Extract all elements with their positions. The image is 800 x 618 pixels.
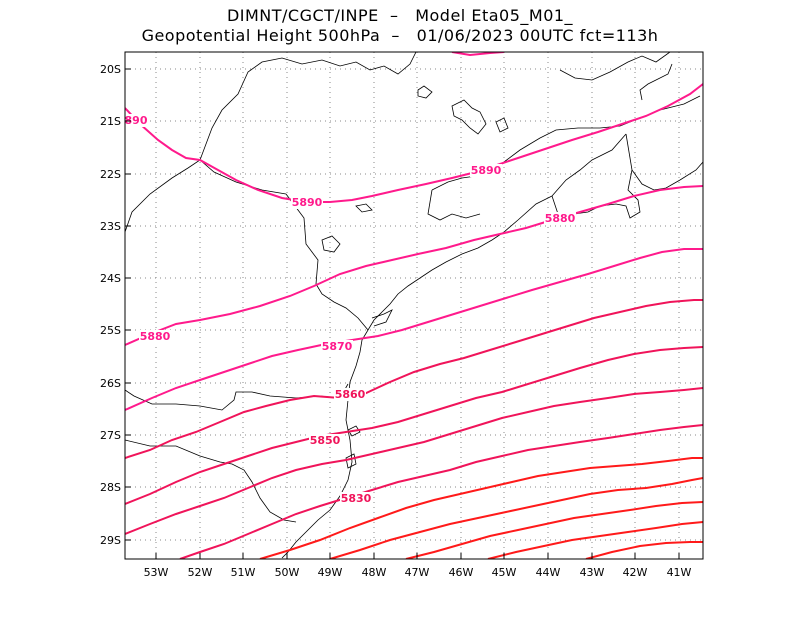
contour-label: 5880: [140, 330, 171, 343]
contour-line: [125, 346, 703, 505]
map-frame: [124, 51, 704, 560]
lat-label: 21S: [100, 115, 121, 128]
lon-label: 49W: [318, 566, 343, 579]
contour-label-bg: [340, 492, 372, 505]
contour-label: 5890: [471, 164, 502, 177]
contour-line: [125, 387, 703, 535]
contour-label-bg: [309, 434, 341, 447]
contour-label: 5880: [545, 212, 576, 225]
contour-label-bg: [334, 388, 366, 401]
contour-label: 5870: [322, 340, 353, 353]
lat-label: 29S: [100, 534, 121, 547]
contour-label-bg: [321, 340, 353, 353]
contour-line: [329, 477, 703, 559]
lon-label: 47W: [405, 566, 430, 579]
contour-line: [125, 248, 703, 411]
lon-label: 43W: [580, 566, 605, 579]
lon-label: 46W: [449, 566, 474, 579]
contour-label: 5830: [341, 492, 372, 505]
lon-label: 44W: [536, 566, 561, 579]
height-contours: [125, 52, 703, 559]
longitude-labels: 53W 52W 51W 50W 49W 48W 47W 46W 45W 44W …: [144, 566, 692, 579]
lat-label: 27S: [100, 429, 121, 442]
contour-line: [405, 501, 703, 559]
contour-label: 5860: [335, 388, 366, 401]
lon-label: 51W: [231, 566, 256, 579]
lat-label: 23S: [100, 220, 121, 233]
contour-label-bg: [125, 114, 149, 127]
lon-label: 52W: [188, 566, 213, 579]
lat-label: 20S: [100, 63, 121, 76]
lon-label: 50W: [275, 566, 300, 579]
contour-label-bg: [544, 212, 576, 225]
lat-label: 28S: [100, 481, 121, 494]
contour-line: [585, 541, 703, 559]
contour-line: [259, 457, 703, 559]
contour-label-bg: [470, 164, 502, 177]
map-title-line-1: DIMNT/CGCT/INPE – Model Eta05_M01_: [226, 6, 574, 25]
contour-line: [125, 299, 703, 459]
contour-line: [179, 424, 703, 559]
latitude-labels: 20S 21S 22S 23S 24S 25S 26S 27S 28S 29S: [100, 63, 121, 547]
map-title-line-2: Geopotential Height 500hPa – 01/06/2023 …: [141, 26, 659, 45]
contour-label: 5890: [292, 196, 323, 209]
lat-label: 22S: [100, 168, 121, 181]
lat-label: 24S: [100, 272, 121, 285]
lat-label: 25S: [100, 324, 121, 337]
tick-marks: [125, 68, 680, 559]
lon-label: 53W: [144, 566, 169, 579]
lon-label: 41W: [667, 566, 692, 579]
contour-labels: 890 5890 5890 5880 5880 5870 5860 5850 5830: [125, 114, 576, 505]
lon-label: 48W: [362, 566, 387, 579]
contour-label: 5850: [310, 434, 341, 447]
contour-label-bg: [291, 196, 323, 209]
contour-line: [487, 521, 703, 559]
contour-line: [125, 185, 703, 346]
lon-label: 45W: [492, 566, 517, 579]
contour-label: 890: [125, 114, 148, 127]
coastline-and-borders: [125, 52, 703, 559]
contour-line: [125, 83, 703, 203]
lon-label: 42W: [623, 566, 648, 579]
lat-label: 26S: [100, 377, 121, 390]
contour-label-bg: [139, 330, 171, 343]
